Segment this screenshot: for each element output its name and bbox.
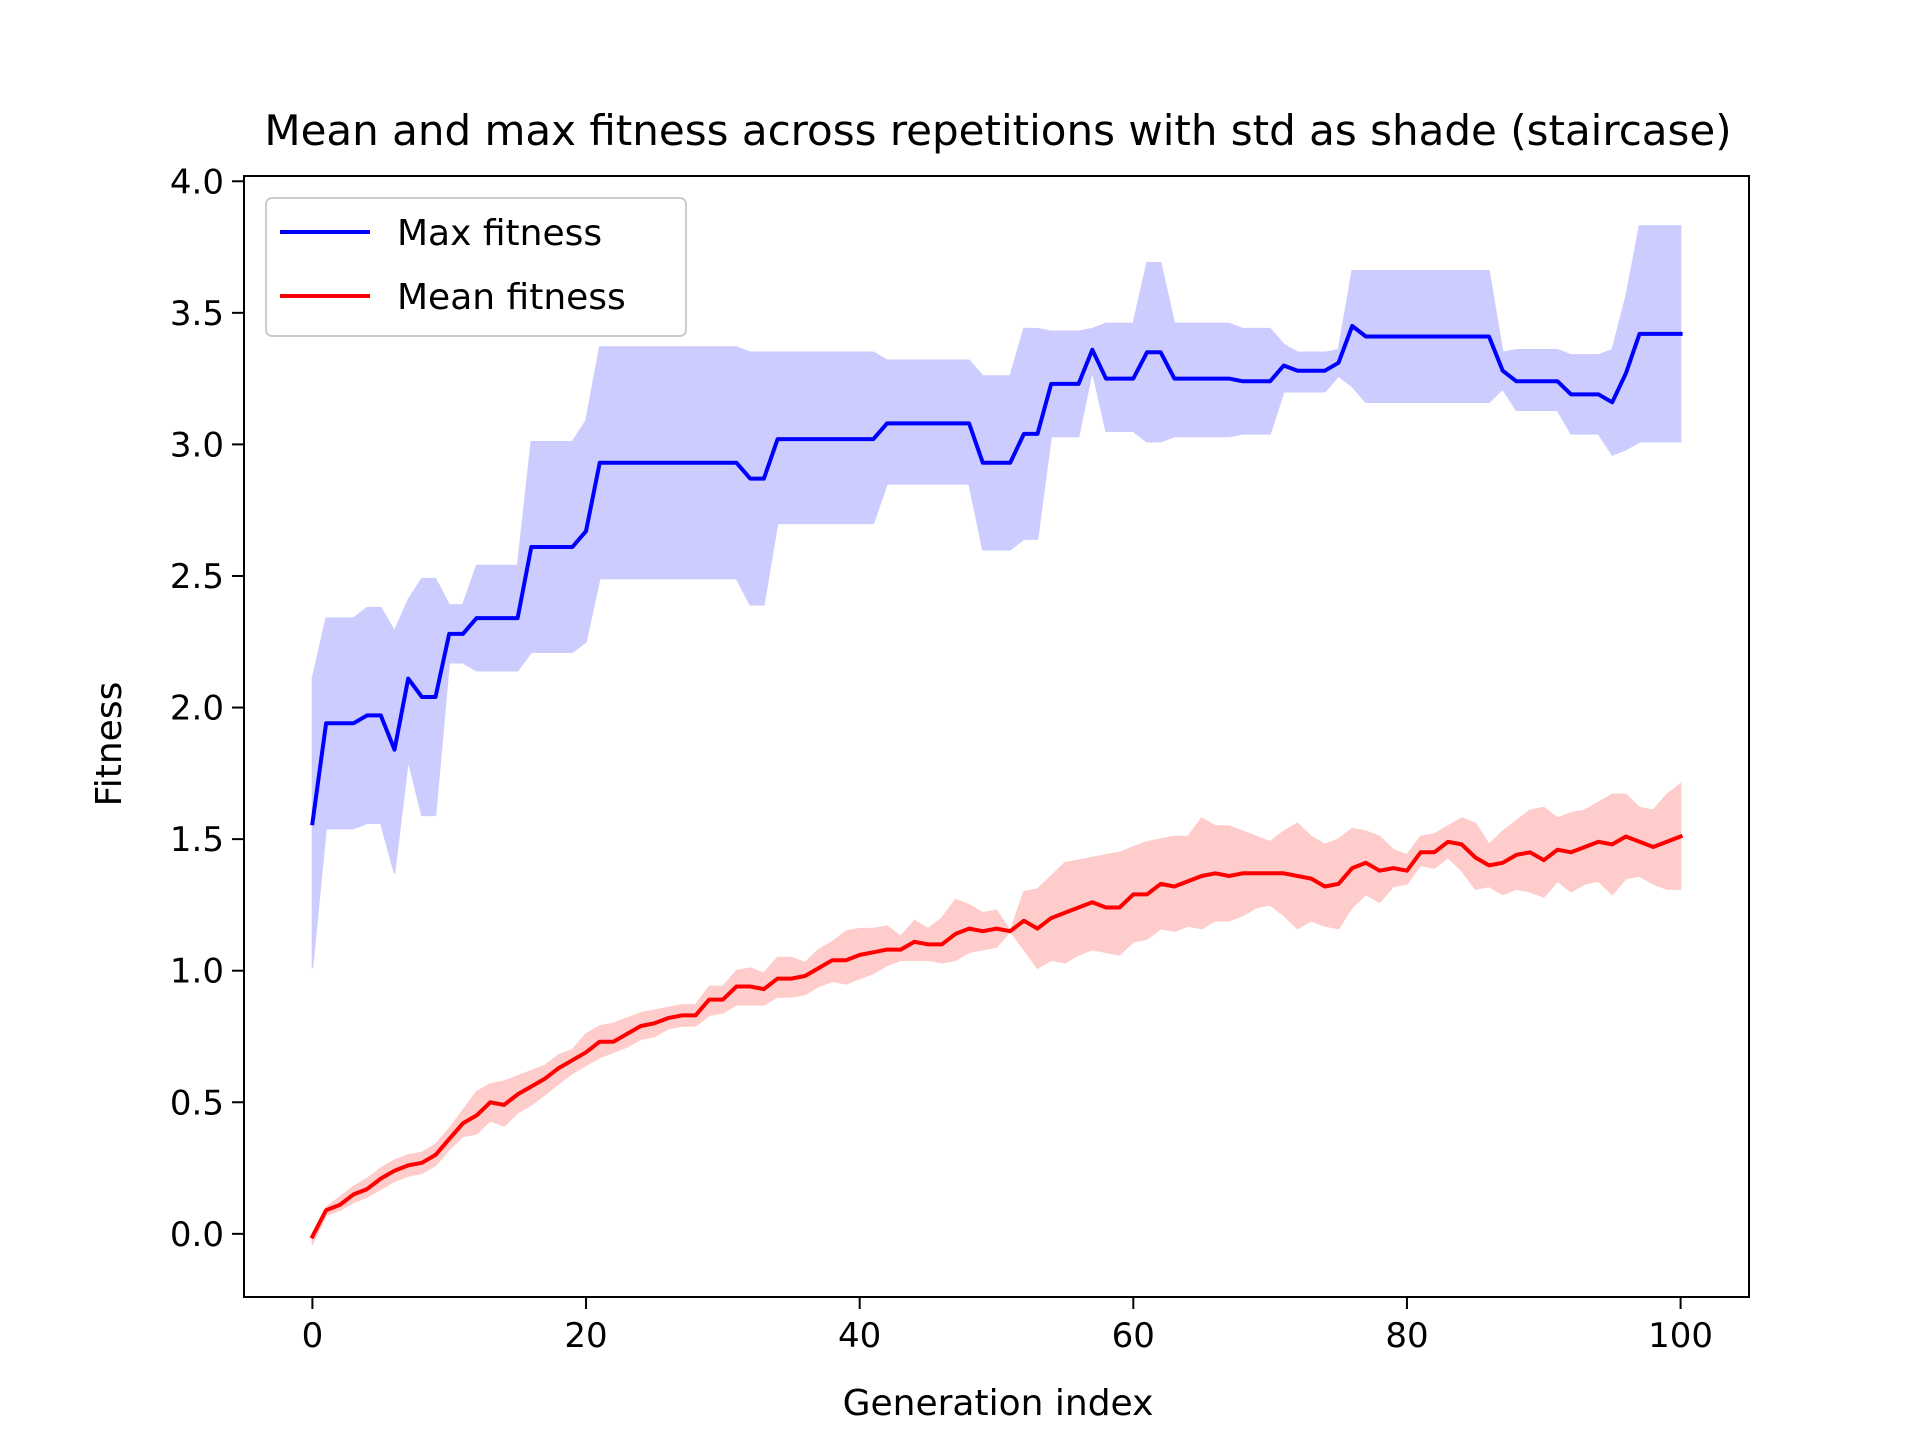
y-tick-label: 0.0 (170, 1215, 224, 1255)
x-tick-label: 0 (302, 1316, 324, 1356)
series-line-max-fitness (310, 324, 1683, 826)
series-line-mean-fitness (309, 833, 1684, 1240)
y-tick-label: 3.5 (170, 294, 224, 334)
x-tick-label: 20 (564, 1316, 607, 1356)
x-axis-label: Generation index (843, 1383, 1154, 1424)
chart-title: Mean and max fitness across repetitions … (264, 106, 1731, 155)
y-tick-label: 2.5 (170, 557, 224, 597)
y-tick-label: 0.5 (170, 1083, 224, 1123)
x-tick-label: 40 (838, 1316, 881, 1356)
y-axis-label: Fitness (89, 682, 130, 807)
plot-frame (243, 175, 1750, 1298)
std-shade-mean-fitness (311, 782, 1682, 1245)
legend-box (265, 197, 687, 337)
legend-label-max-fitness: Max fitness (397, 213, 602, 254)
y-tick-label: 1.5 (170, 820, 224, 860)
plot-area (309, 225, 1684, 1245)
x-tick-label: 80 (1385, 1316, 1428, 1356)
y-tick-label: 3.0 (170, 425, 224, 465)
y-tick-label: 2.0 (170, 689, 224, 729)
x-tick-label: 60 (1112, 1316, 1155, 1356)
axes: 0 20 40 60 80 100 0.0 0.5 1.0 1.5 2.0 2.5 3.0 3.5 4.0 (170, 162, 1750, 1356)
legend: Max fitness Mean fitness (265, 197, 687, 337)
legend-label-mean-fitness: Mean fitness (397, 277, 626, 318)
y-tick-label: 4.0 (170, 162, 224, 202)
std-shade-max-fitness (311, 225, 1682, 969)
x-tick-label: 100 (1648, 1316, 1713, 1356)
y-tick-label: 1.0 (170, 952, 224, 992)
